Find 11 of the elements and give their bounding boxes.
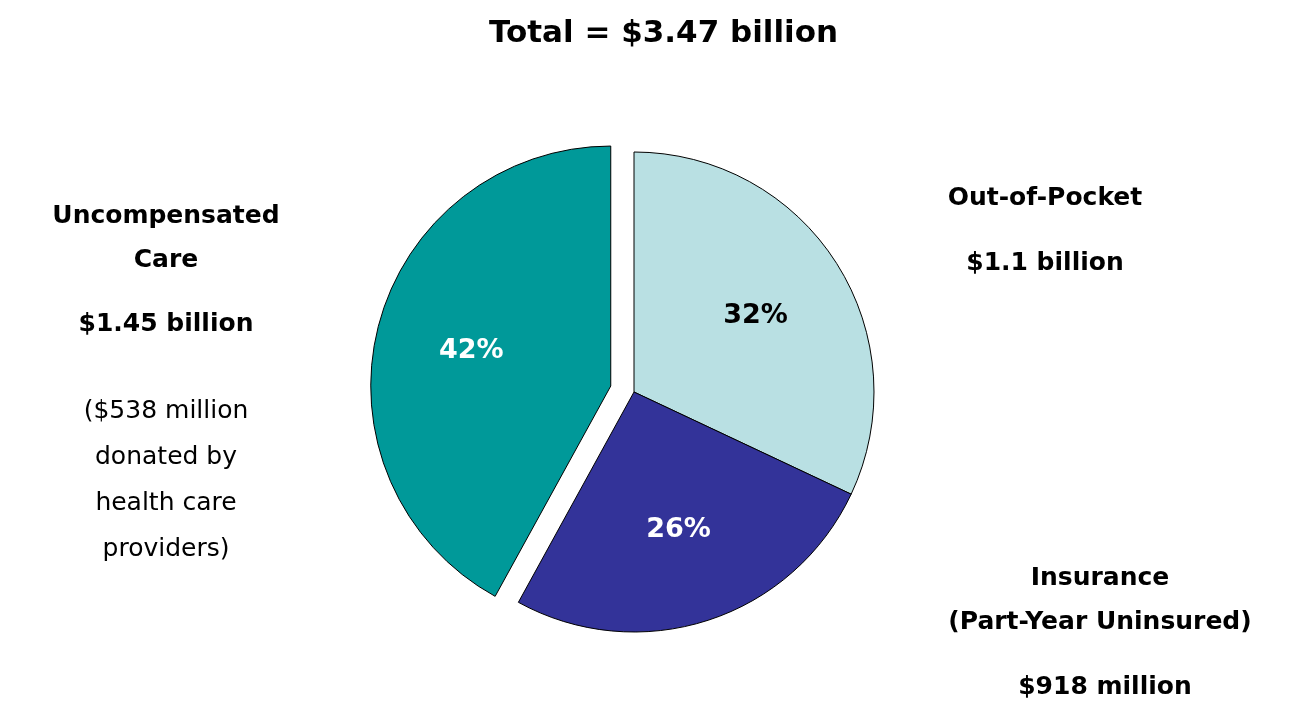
chart-title: Total = $3.47 billion	[488, 13, 839, 49]
text: $1.1 billion	[966, 247, 1124, 276]
slice-label: Uncompensated Care	[52, 200, 280, 273]
text: $1.45 billion	[78, 308, 254, 337]
text: $918 million	[1018, 671, 1192, 700]
slice-label: Insurance (Part-Year Uninsured)	[948, 562, 1252, 635]
text: ($538 million donated by health care providers)	[83, 395, 249, 562]
data-label: 26%	[646, 511, 711, 543]
slice-label: Out-of-Pocket	[947, 182, 1143, 211]
data-label: 42%	[438, 333, 504, 365]
data-label: 32%	[723, 297, 788, 329]
